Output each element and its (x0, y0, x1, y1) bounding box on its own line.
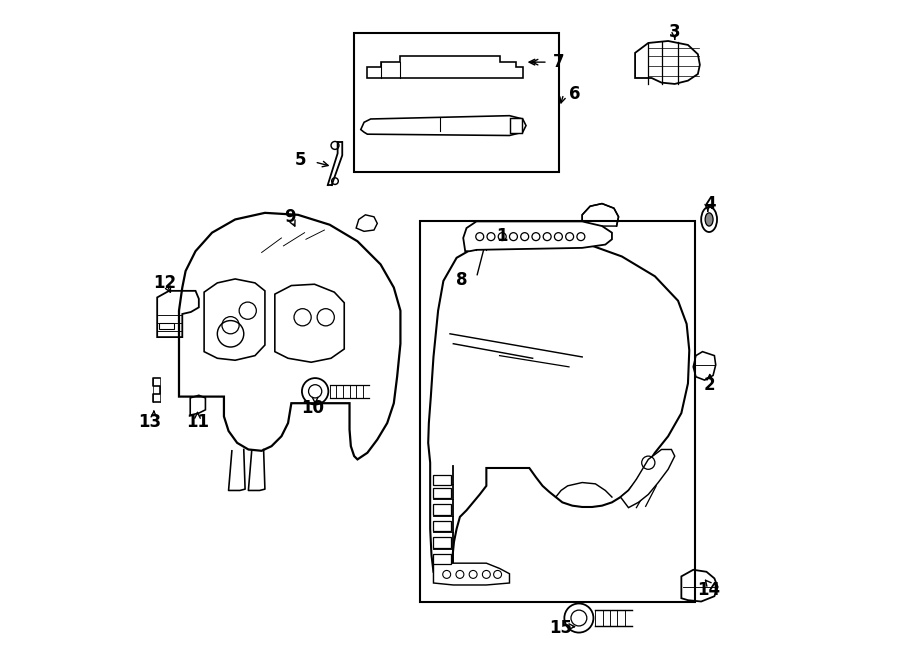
Text: 14: 14 (698, 580, 721, 599)
Bar (434, 521, 451, 531)
Text: 3: 3 (669, 22, 680, 41)
Text: 11: 11 (186, 412, 209, 431)
Text: 1: 1 (496, 227, 508, 245)
Text: 6: 6 (569, 85, 580, 103)
Text: 15: 15 (550, 619, 572, 637)
Text: 12: 12 (153, 274, 176, 292)
Polygon shape (464, 221, 612, 251)
Text: 8: 8 (456, 270, 468, 289)
Text: 10: 10 (302, 399, 325, 418)
Polygon shape (204, 279, 265, 360)
Bar (434, 488, 451, 498)
Bar (434, 504, 451, 515)
Polygon shape (428, 238, 689, 572)
Polygon shape (274, 284, 344, 362)
Bar (355, 33, 559, 172)
Bar (510, 118, 522, 133)
Bar (420, 221, 695, 602)
Text: 13: 13 (139, 412, 161, 431)
Ellipse shape (705, 213, 713, 226)
Text: 5: 5 (294, 151, 306, 169)
Text: 9: 9 (284, 208, 296, 226)
Polygon shape (434, 563, 509, 585)
Bar (434, 475, 451, 485)
Text: 2: 2 (704, 375, 716, 394)
Polygon shape (620, 449, 675, 508)
Polygon shape (179, 213, 400, 459)
Bar (434, 537, 451, 548)
Text: 4: 4 (704, 194, 716, 213)
Text: 7: 7 (553, 53, 564, 71)
Bar (434, 554, 451, 564)
Bar (159, 323, 174, 329)
